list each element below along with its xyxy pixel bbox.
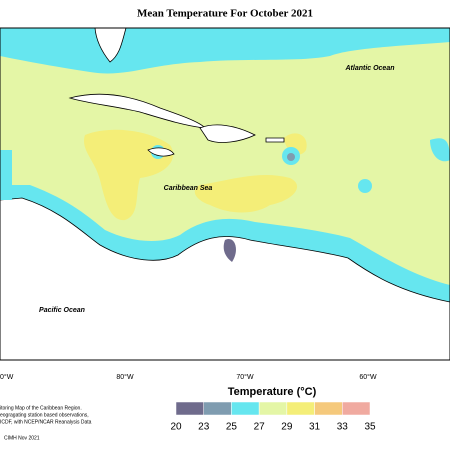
legend-swatch xyxy=(314,401,343,416)
credit: CIMH Nov 2021 xyxy=(4,435,40,441)
cool-patch xyxy=(358,179,372,193)
legend-tick-label: 27 xyxy=(254,422,266,433)
footnote: itoring Map of the Caribbean Region. xyxy=(0,405,82,411)
legend: 20 23 25 27 29 31 33 35 xyxy=(170,401,376,433)
warm-patch xyxy=(194,175,298,213)
ocean-label: Atlantic Ocean xyxy=(344,65,394,72)
cool-patch xyxy=(430,138,450,162)
legend-swatch xyxy=(286,401,315,416)
island xyxy=(199,124,256,143)
legend-tick-label: 25 xyxy=(226,422,238,433)
title: Mean Temperature For October 2021 xyxy=(137,8,313,20)
footnote: eogragating station based observations, xyxy=(0,412,89,418)
longitude-label: 60°W xyxy=(359,373,377,381)
legend-swatch xyxy=(258,401,288,416)
legend-tick-label: 23 xyxy=(198,422,210,433)
longitude-label: 70°W xyxy=(236,373,254,381)
map-frame xyxy=(0,27,450,361)
legend-title: Temperature (°C) xyxy=(228,386,317,398)
cool-patch xyxy=(287,153,295,161)
island xyxy=(265,137,285,143)
legend-tick-label: 33 xyxy=(337,422,349,433)
cold-patch xyxy=(223,239,236,262)
cool-patch xyxy=(0,150,12,200)
land xyxy=(94,27,127,63)
ocean-label: Pacific Ocean xyxy=(39,307,85,314)
legend-tick-label: 20 xyxy=(170,422,182,433)
legend-tick-label: 31 xyxy=(309,422,321,433)
island xyxy=(147,147,175,157)
legend-swatch xyxy=(342,401,371,416)
legend-tick-label: 35 xyxy=(364,422,376,433)
footnote: ICDF, with NCEP/NCAR Reanalysis Data xyxy=(0,419,92,425)
longitude-label: 80°W xyxy=(116,373,134,381)
legend-swatch xyxy=(203,401,232,416)
map: Atlantic Ocean Caribbean Sea Pacific Oce… xyxy=(0,27,450,361)
legend-tick-label: 29 xyxy=(281,422,293,433)
legend-swatch xyxy=(231,401,260,416)
longitude-label: 0°W xyxy=(0,373,14,381)
legend-swatch xyxy=(175,401,204,416)
sea-label: Caribbean Sea xyxy=(164,185,213,192)
land xyxy=(0,197,450,361)
